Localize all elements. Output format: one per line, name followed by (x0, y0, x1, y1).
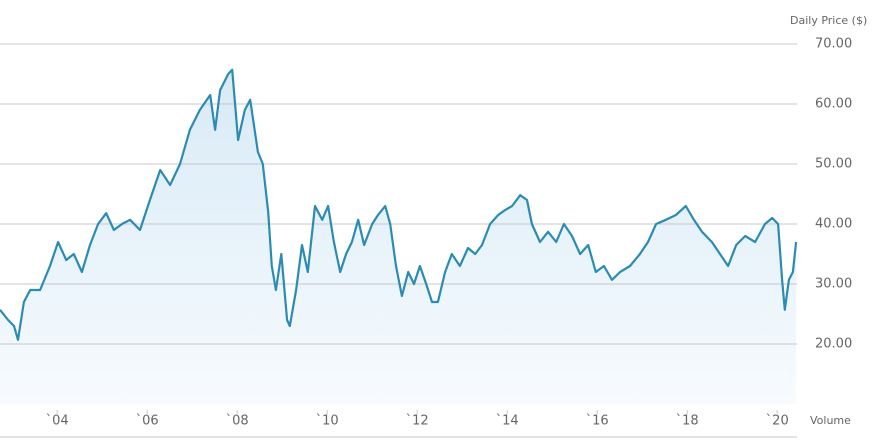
y-tick-label: 40.00 (815, 217, 852, 232)
y-tick-label: 20.00 (815, 337, 852, 352)
x-tick-label: `18 (676, 414, 699, 429)
x-tick-label: `20 (766, 414, 789, 429)
x-tick-label: `06 (136, 414, 159, 429)
x-tick-label: `04 (46, 414, 69, 429)
x-tick-label: `12 (406, 414, 429, 429)
y-axis-title: Daily Price ($) (790, 14, 867, 27)
price-line (0, 68, 798, 341)
x-axis-title: Volume (810, 414, 851, 427)
y-tick-label: 70.00 (815, 37, 852, 52)
y-tick-label: 50.00 (815, 157, 852, 172)
x-tick-label: `16 (586, 414, 609, 429)
price-area (0, 69, 797, 405)
y-tick-label: 30.00 (815, 277, 852, 292)
x-tick-label: `14 (496, 414, 519, 429)
y-tick-label: 60.00 (815, 97, 852, 112)
x-tick-label: `08 (226, 414, 249, 429)
x-tick-label: `10 (316, 414, 339, 429)
